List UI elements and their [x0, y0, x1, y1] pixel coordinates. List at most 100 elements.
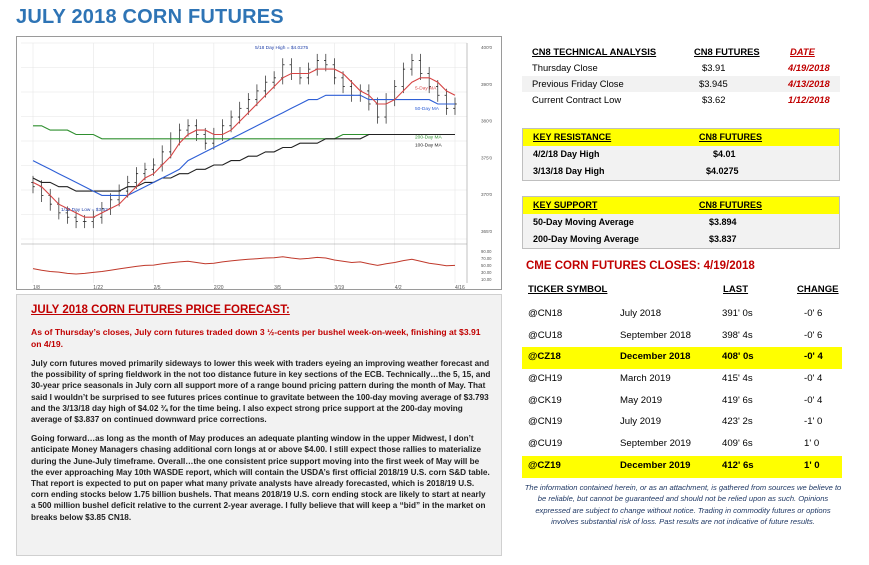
closes-last: 423' 2s	[722, 416, 753, 428]
closes-change: 1' 0	[804, 459, 820, 471]
closes-change: -0' 4	[804, 373, 823, 385]
resistance-table: KEY RESISTANCE CN8 FUTURES 4/2/18 Day Hi…	[522, 128, 840, 181]
indicator-tick-label: 90.00	[481, 249, 492, 254]
closes-row: @CK19 May 2019 419' 6s -0' 4	[522, 391, 842, 413]
resistance-row: 4/2/18 Day High $4.01	[523, 146, 839, 163]
forecast-box: JULY 2018 CORN FUTURES PRICE FORECAST: A…	[16, 294, 502, 556]
support-value: $3.837	[709, 234, 737, 244]
technical-value: $3.91	[702, 62, 726, 73]
closes-ticker: @CU18	[528, 329, 563, 341]
technical-row: Thursday Close $3.91 4/19/2018	[522, 60, 840, 76]
closes-change: -1' 0	[804, 416, 823, 428]
x-tick-label: 1/22	[93, 285, 103, 291]
closes-row: @CU19 September 2019 409' 6s 1' 0	[522, 434, 842, 456]
technical-header-date: DATE	[790, 46, 815, 57]
closes-table: TICKER SYMBOL LAST CHANGE @CN18 July 201…	[522, 282, 842, 478]
indicator-tick-label: 10.00	[481, 277, 492, 282]
closes-month: December 2019	[620, 459, 691, 471]
closes-month: December 2018	[620, 351, 691, 363]
support-header-label: KEY SUPPORT	[533, 200, 598, 210]
y-tick-label: 400'0	[481, 45, 493, 50]
forecast-title: JULY 2018 CORN FUTURES PRICE FORECAST:	[31, 304, 290, 316]
x-tick-label: 2/20	[214, 285, 224, 291]
support-row: 50-Day Moving Average $3.894	[523, 214, 839, 231]
resistance-header-label: KEY RESISTANCE	[533, 132, 612, 142]
resistance-header-futures: CN8 FUTURES	[699, 132, 763, 142]
resistance-row: 3/13/18 Day High $4.0275	[523, 163, 839, 180]
ma-label: 200-Day MA	[415, 134, 442, 140]
support-row: 200-Day Moving Average $3.837	[523, 231, 839, 248]
y-tick-label: 370'0	[481, 192, 493, 197]
closes-change: 1' 0	[804, 438, 820, 450]
page-title: JULY 2018 CORN FUTURES	[16, 6, 284, 28]
closes-row: @CN18 July 2018 391' 0s -0' 6	[522, 304, 842, 326]
indicator-tick-label: 30.00	[481, 270, 492, 275]
closes-row: @CU18 September 2018 398' 4s -0' 6	[522, 326, 842, 348]
support-table: KEY SUPPORT CN8 FUTURES 50-Day Moving Av…	[522, 196, 840, 249]
closes-header-ticker: TICKER SYMBOL	[528, 284, 608, 295]
closes-last: 408' 0s	[722, 351, 754, 363]
closes-last: 398' 4s	[722, 329, 753, 341]
ma5-line	[32, 68, 456, 218]
indicator-tick-label: 50.00	[481, 263, 492, 268]
x-tick-label: 3/19	[334, 285, 344, 291]
forecast-lead: As of Thursday’s closes, July corn futur…	[31, 327, 481, 349]
y-tick-label: 380'0	[481, 119, 493, 124]
x-tick-label: 3/5	[274, 285, 281, 291]
closes-header-last: LAST	[723, 284, 749, 295]
technical-date: 1/12/2018	[788, 94, 830, 105]
closes-last: 419' 6s	[722, 394, 753, 406]
support-label: 50-Day Moving Average	[533, 217, 634, 227]
technical-header-label: CN8 TECHNICAL ANALYSIS	[532, 46, 657, 57]
closes-month: September 2018	[620, 329, 691, 341]
technical-label: Thursday Close	[532, 62, 598, 73]
forecast-paragraph-2: Going forward…as long as the month of Ma…	[31, 434, 490, 522]
x-tick-label: 4/16	[455, 285, 465, 291]
closes-row: @CH19 March 2019 415' 4s -0' 4	[522, 369, 842, 391]
closes-last: 415' 4s	[722, 373, 753, 385]
support-label: 200-Day Moving Average	[533, 234, 639, 244]
technical-label: Previous Friday Close	[532, 78, 624, 89]
closes-month: May 2019	[620, 394, 663, 406]
closes-month: July 2018	[620, 308, 662, 319]
technical-date: 4/19/2018	[788, 62, 830, 73]
technical-row: Current Contract Low $3.62 1/12/2018	[522, 92, 840, 108]
closes-change: -0' 4	[804, 394, 823, 406]
closes-ticker: @CZ18	[528, 351, 561, 363]
x-tick-label: 1/8	[33, 285, 40, 291]
y-tick-label: 375'0	[481, 155, 493, 160]
closes-ticker: @CN18	[528, 308, 563, 319]
ma100-line	[32, 133, 455, 192]
forecast-paragraph-1: July corn futures moved primarily sidewa…	[31, 359, 491, 425]
technical-row: Previous Friday Close $3.945 4/13/2018	[522, 76, 840, 92]
price-chart: 1/8 1/22 2/5 2/20 3/5 3/19 4/2 4/16 400'0 390'0 38…	[16, 36, 502, 291]
y-tick-label: 365'0	[481, 229, 493, 234]
y-tick-label: 390'0	[481, 82, 493, 87]
high-annotation: 5/18 Day High = $4.0275	[255, 45, 309, 51]
indicator-tick-label: 70.00	[481, 256, 492, 261]
resistance-header: KEY RESISTANCE CN8 FUTURES	[523, 129, 839, 146]
technical-header: CN8 TECHNICAL ANALYSIS CN8 FUTURES DATE	[522, 44, 840, 60]
closes-header-change: CHANGE	[797, 284, 839, 295]
technical-value: $3.62	[702, 94, 726, 105]
closes-month: July 2019	[620, 416, 662, 428]
closes-last: 412' 6s	[722, 459, 754, 471]
closes-ticker: @CN19	[528, 416, 563, 428]
technical-value: $3.945	[699, 78, 728, 89]
resistance-label: 4/2/18 Day High	[533, 149, 600, 159]
closes-change: -0' 6	[804, 329, 823, 341]
closes-last: 409' 6s	[722, 438, 753, 450]
low-annotation: 1/12 Day Low = $3.62	[61, 207, 108, 213]
indicator-line	[32, 256, 456, 275]
ma50-line	[32, 94, 455, 196]
closes-ticker: @CU19	[528, 438, 563, 450]
closes-month: March 2019	[620, 373, 671, 385]
ma-label: 50-Day MA	[415, 106, 440, 112]
closes-title: CME CORN FUTURES CLOSES: 4/19/2018	[526, 260, 755, 272]
resistance-label: 3/13/18 Day High	[533, 166, 605, 176]
x-tick-label: 4/2	[395, 285, 402, 291]
closes-month: September 2019	[620, 438, 691, 450]
x-tick-label: 2/5	[154, 285, 161, 291]
closes-header: TICKER SYMBOL LAST CHANGE	[522, 282, 842, 304]
technical-header-futures: CN8 FUTURES	[694, 46, 760, 57]
